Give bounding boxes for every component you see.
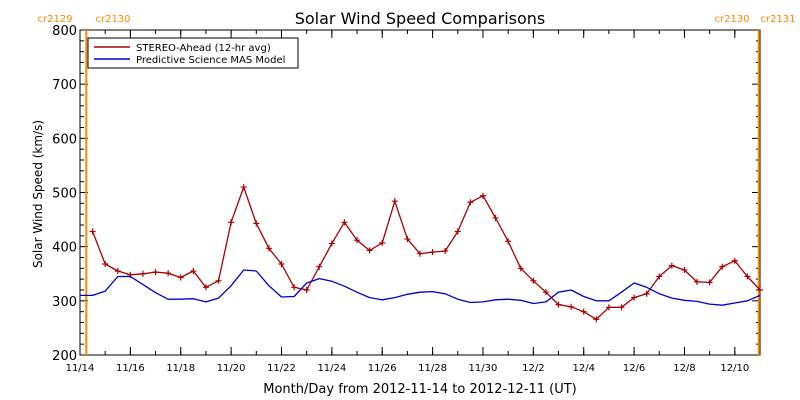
data-point — [278, 261, 285, 267]
data-point — [114, 268, 121, 275]
data-point — [328, 240, 335, 247]
data-point — [719, 263, 726, 270]
data-point — [681, 266, 688, 273]
data-point — [391, 198, 398, 205]
y-tick-label: 600 — [52, 132, 77, 147]
data-point — [303, 287, 310, 293]
data-point — [316, 263, 323, 270]
data-point — [618, 304, 625, 311]
carrington-label: cr2129 — [37, 14, 72, 25]
x-tick-label: 12/2 — [522, 363, 544, 374]
x-tick-label: 11/24 — [317, 363, 346, 374]
data-point — [152, 269, 159, 276]
series-line-1 — [80, 269, 761, 306]
data-point — [656, 273, 663, 280]
y-tick-label: 300 — [52, 295, 77, 310]
data-point — [202, 284, 209, 291]
data-point — [190, 268, 197, 275]
legend-label: Predictive Science MAS Model — [136, 55, 285, 66]
data-point — [341, 219, 348, 226]
y-tick-label: 800 — [52, 24, 77, 39]
data-point — [253, 220, 260, 227]
y-tick-label: 400 — [52, 241, 77, 256]
plot-frame — [79, 29, 761, 356]
x-tick-label: 11/20 — [217, 363, 246, 374]
legend: STEREO-Ahead (12-hr avg)Predictive Scien… — [87, 37, 299, 69]
data-point — [102, 261, 109, 267]
data-point — [177, 274, 184, 281]
data-point — [354, 237, 361, 244]
data-point — [429, 249, 436, 256]
data-point — [694, 278, 701, 285]
data-point — [542, 289, 549, 296]
data-point — [731, 257, 738, 264]
data-point — [89, 228, 96, 235]
chart-title: Solar Wind Speed Comparisons — [295, 9, 546, 28]
data-point — [454, 228, 461, 235]
x-axis-label: Month/Day from 2012-11-14 to 2012-12-11 … — [263, 382, 576, 397]
y-tick-label: 700 — [52, 78, 77, 93]
data-point — [593, 316, 600, 323]
data-point — [417, 250, 423, 257]
data-point — [215, 277, 222, 284]
legend-box — [87, 37, 299, 69]
data-point — [240, 184, 247, 191]
data-point — [291, 284, 298, 291]
data-point — [517, 265, 524, 272]
data-point — [366, 247, 373, 254]
data-point — [555, 301, 562, 308]
x-tick-label: 12/8 — [673, 363, 695, 374]
carrington-label: cr2131 — [760, 14, 795, 25]
data-point — [467, 199, 474, 206]
data-point — [530, 277, 537, 284]
data-point — [479, 192, 486, 199]
carrington-label: cr2130 — [714, 14, 749, 25]
data-point — [605, 304, 612, 311]
x-tick-label: 11/26 — [368, 363, 397, 374]
x-tick-label: 12/10 — [720, 363, 749, 374]
x-tick-label: 11/28 — [418, 363, 447, 374]
data-point — [442, 248, 449, 254]
x-tick-label: 11/18 — [166, 363, 195, 374]
x-tick-label: 11/22 — [267, 363, 296, 374]
data-point — [643, 290, 650, 297]
x-tick-label: 11/16 — [116, 363, 145, 374]
data-point — [744, 273, 751, 280]
data-point — [379, 239, 386, 246]
data-point — [580, 308, 587, 315]
data-point — [706, 279, 713, 286]
series-line-0 — [91, 186, 761, 320]
x-tick-label: 11/14 — [66, 363, 95, 374]
data-point — [568, 303, 575, 310]
data-point — [631, 294, 638, 301]
data-point — [668, 262, 675, 269]
x-tick-label: 12/4 — [572, 363, 594, 374]
y-tick-label: 500 — [52, 187, 77, 202]
data-point — [404, 236, 411, 243]
carrington-label: cr2130 — [95, 14, 130, 25]
y-axis-label: Solar Wind Speed (km/s) — [31, 120, 45, 268]
data-point — [757, 287, 763, 293]
data-point — [505, 238, 512, 245]
data-point — [139, 270, 146, 277]
data-point — [492, 214, 499, 221]
y-tick-label: 200 — [52, 349, 77, 364]
plot-area: 200 300 400 500 600 700 800 11/14 11/16 11/18 11/2… — [37, 14, 795, 374]
data-point — [265, 245, 272, 252]
data-point — [165, 270, 172, 277]
x-tick-label: 11/30 — [469, 363, 498, 374]
x-tick-label: 12/6 — [623, 363, 645, 374]
legend-label: STEREO-Ahead (12-hr avg) — [136, 43, 271, 54]
data-point — [228, 219, 235, 226]
